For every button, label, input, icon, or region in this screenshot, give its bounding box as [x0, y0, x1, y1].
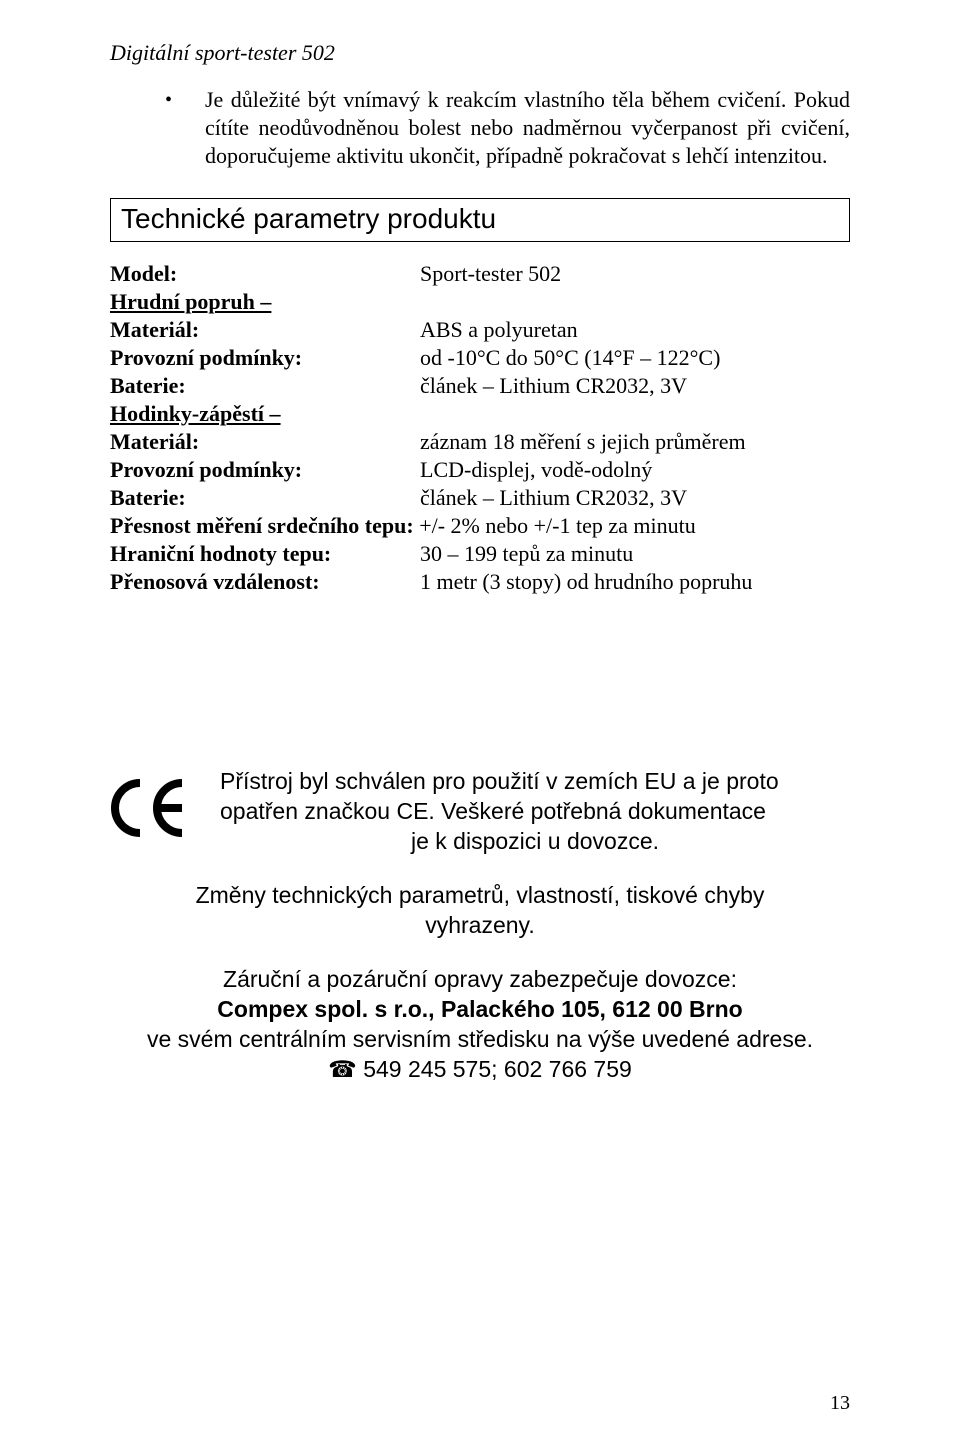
ce-line: opatřen značkou CE. Veškeré potřebná dok…: [220, 796, 850, 826]
spec-label: Provozní podmínky:: [110, 456, 420, 484]
page-number: 13: [830, 1392, 850, 1415]
bullet-text: Je důležité být vnímavý k reakcím vlastn…: [205, 86, 850, 170]
spec-label: Přenosová vzdálenost:: [110, 568, 420, 596]
ce-line: je k dispozici u dovozce.: [220, 826, 850, 856]
ce-importer-address: Compex spol. s r.o., Palackého 105, 612 …: [110, 994, 850, 1024]
specs-block: Model: Sport-tester 502 Hrudní popruh – …: [110, 260, 850, 596]
spec-row: Provozní podmínky: LCD-displej, vodě-odo…: [110, 456, 850, 484]
section-title-box: Technické parametry produktu: [110, 198, 850, 242]
spec-value: ABS a polyuretan: [420, 316, 850, 344]
spec-label: Přesnost měření srdečního tepu:: [110, 513, 419, 538]
spec-row: Hraniční hodnoty tepu: 30 – 199 tepů za …: [110, 540, 850, 568]
spec-row: Materiál: záznam 18 měření s jejich prům…: [110, 428, 850, 456]
page: Digitální sport-tester 502 • Je důležité…: [0, 0, 960, 1450]
spec-group-header-wrist: Hodinky-zápěstí –: [110, 400, 850, 428]
spec-label: Baterie:: [110, 372, 420, 400]
spec-value: článek – Lithium CR2032, 3V: [420, 372, 850, 400]
ce-approval-text: Přístroj byl schválen pro použití v zemí…: [220, 766, 850, 856]
ce-top-row: Přístroj byl schválen pro použití v zemí…: [110, 766, 850, 856]
ce-warranty-block: Záruční a pozáruční opravy zabezpečuje d…: [110, 964, 850, 1084]
ce-line: Záruční a pozáruční opravy zabezpečuje d…: [110, 964, 850, 994]
spec-value: +/- 2% nebo +/-1 tep za minutu: [419, 513, 696, 538]
phone-numbers: 549 245 575; 602 766 759: [357, 1056, 632, 1082]
spec-label: Materiál:: [110, 316, 420, 344]
document-header: Digitální sport-tester 502: [110, 40, 850, 66]
spec-row: Materiál: ABS a polyuretan: [110, 316, 850, 344]
ce-line: Přístroj byl schválen pro použití v zemí…: [220, 766, 850, 796]
spec-row: Provozní podmínky: od -10°C do 50°C (14°…: [110, 344, 850, 372]
spec-row: Přenosová vzdálenost: 1 metr (3 stopy) o…: [110, 568, 850, 596]
bullet-row: • Je důležité být vnímavý k reakcím vlas…: [165, 86, 850, 170]
spec-label: Model:: [110, 260, 420, 288]
spec-label: Provozní podmínky:: [110, 344, 420, 372]
ce-phone-line: ☎ 549 245 575; 602 766 759: [110, 1054, 850, 1084]
spec-value: 30 – 199 tepů za minutu: [420, 540, 850, 568]
ce-changes-notice: Změny technických parametrů, vlastností,…: [110, 880, 850, 940]
ce-line: vyhrazeny.: [110, 910, 850, 940]
bullet-symbol: •: [165, 86, 205, 114]
ce-line: Změny technických parametrů, vlastností,…: [110, 880, 850, 910]
spec-value: článek – Lithium CR2032, 3V: [420, 484, 850, 512]
spec-value: 1 metr (3 stopy) od hrudního popruhu: [420, 568, 850, 596]
phone-icon: ☎: [328, 1056, 357, 1082]
spec-value: Sport-tester 502: [420, 260, 850, 288]
ce-block: Přístroj byl schválen pro použití v zemí…: [110, 766, 850, 1084]
spec-group-header-chest: Hrudní popruh –: [110, 288, 850, 316]
spec-label: Hraniční hodnoty tepu:: [110, 540, 420, 568]
spec-value: LCD-displej, vodě-odolný: [420, 456, 850, 484]
spec-value: záznam 18 měření s jejich průměrem: [420, 428, 850, 456]
spec-label: Baterie:: [110, 484, 420, 512]
spec-value: od -10°C do 50°C (14°F – 122°C): [420, 344, 850, 372]
ce-line: ve svém centrálním servisním středisku n…: [110, 1024, 850, 1054]
spec-row-accuracy: Přesnost měření srdečního tepu: +/- 2% n…: [110, 512, 850, 540]
spec-row: Baterie: článek – Lithium CR2032, 3V: [110, 484, 850, 512]
spec-label: Materiál:: [110, 428, 420, 456]
ce-mark-icon: [110, 778, 220, 845]
spec-row-model: Model: Sport-tester 502: [110, 260, 850, 288]
spec-row: Baterie: článek – Lithium CR2032, 3V: [110, 372, 850, 400]
bullet-block: • Je důležité být vnímavý k reakcím vlas…: [165, 86, 850, 170]
